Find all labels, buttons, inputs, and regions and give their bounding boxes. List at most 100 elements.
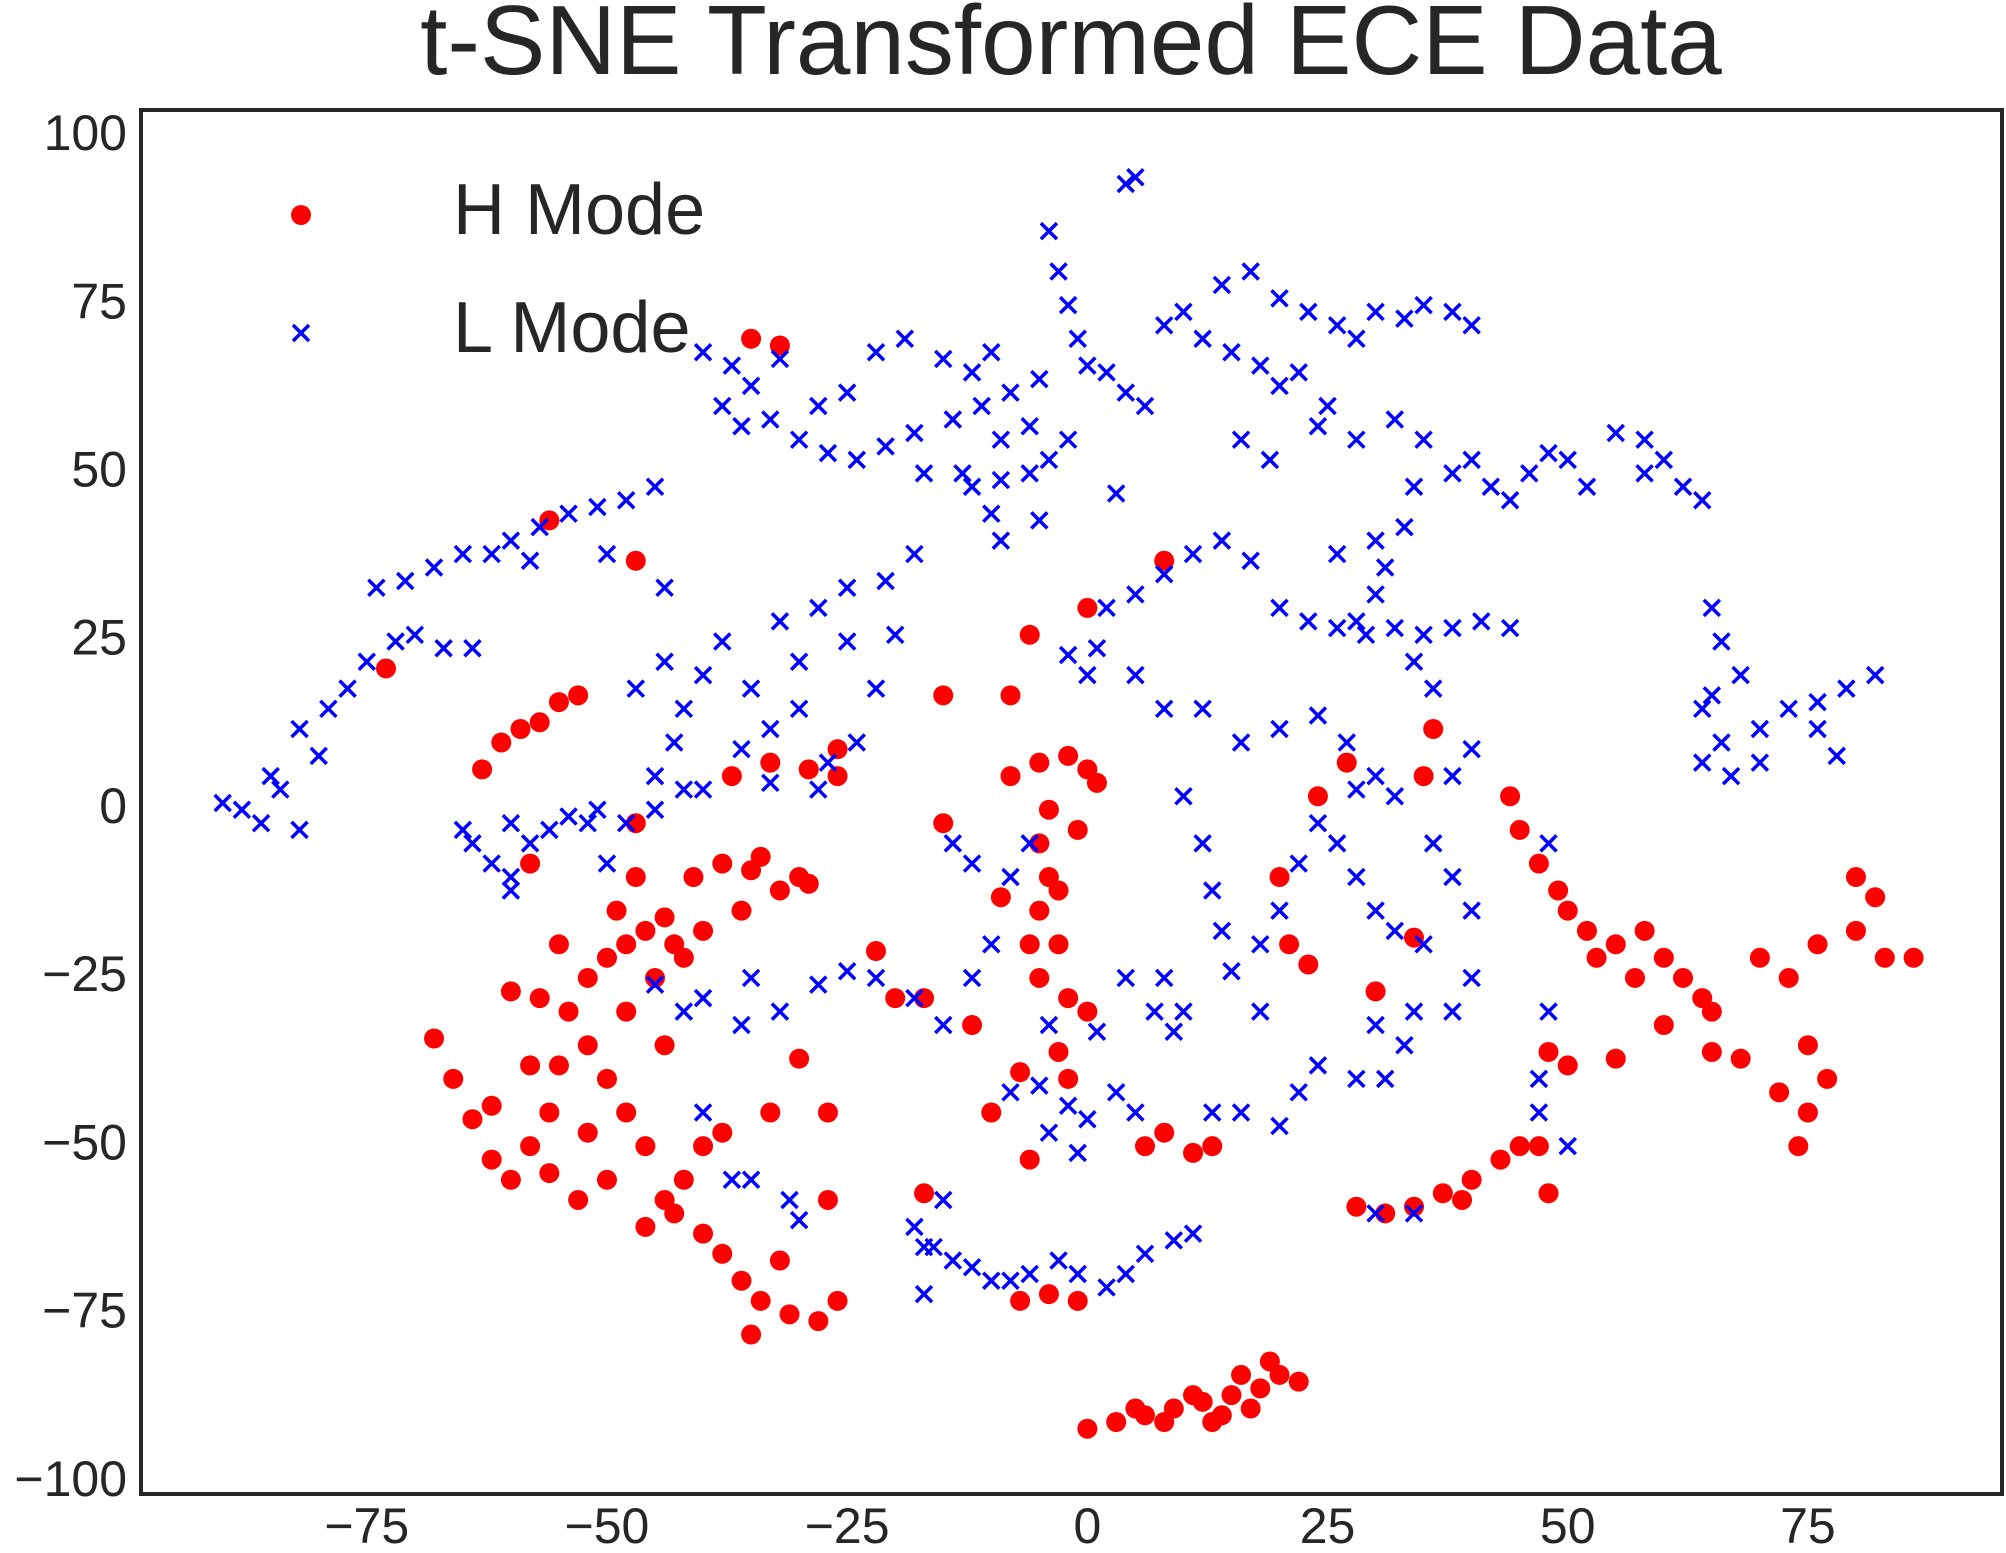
- point: [1222, 961, 1241, 981]
- point: [674, 780, 694, 799]
- point: [1462, 901, 1481, 920]
- point: [500, 1169, 521, 1190]
- point: [1827, 746, 1846, 766]
- point: [770, 1002, 790, 1021]
- point: [722, 356, 742, 375]
- point: [1404, 1002, 1424, 1021]
- point: [780, 1190, 799, 1210]
- point: [1673, 967, 1694, 988]
- point: [1797, 1102, 1818, 1123]
- point: [1385, 787, 1405, 806]
- point: [568, 685, 589, 706]
- point: [1404, 927, 1425, 948]
- point: [539, 510, 560, 531]
- point: [491, 732, 512, 753]
- point: [1730, 1048, 1751, 1069]
- point: [1500, 491, 1520, 510]
- point: [1174, 1002, 1193, 1021]
- point: [1701, 1001, 1722, 1022]
- point: [1116, 174, 1136, 194]
- x-tick-label: −75: [324, 1498, 409, 1553]
- point: [1366, 766, 1385, 786]
- point: [1231, 430, 1251, 449]
- point: [1058, 988, 1079, 1009]
- point: [760, 752, 781, 773]
- point: [934, 349, 953, 369]
- point: [1154, 699, 1174, 719]
- point: [1808, 692, 1827, 712]
- point: [885, 625, 905, 645]
- point: [261, 766, 280, 786]
- point: [386, 632, 405, 651]
- point: [1154, 968, 1174, 988]
- point: [616, 491, 636, 510]
- x-tick-label: 25: [1300, 1498, 1356, 1553]
- point: [731, 900, 752, 921]
- point: [732, 1015, 751, 1035]
- point: [990, 887, 1011, 908]
- point: [1548, 880, 1569, 901]
- point: [1731, 665, 1750, 685]
- point: [876, 437, 895, 456]
- point: [693, 665, 713, 685]
- point: [271, 780, 290, 799]
- point: [616, 1001, 637, 1022]
- point: [827, 766, 848, 787]
- point: [962, 477, 982, 497]
- point: [290, 820, 309, 840]
- point: [540, 820, 559, 840]
- point: [1067, 819, 1088, 840]
- point: [750, 846, 771, 867]
- point: [654, 907, 675, 928]
- point: [1308, 1056, 1328, 1075]
- point: [645, 975, 665, 994]
- point: [1558, 450, 1577, 470]
- point: [1865, 887, 1886, 908]
- point: [1020, 1264, 1039, 1284]
- legend-label: H Mode: [453, 170, 705, 250]
- point: [1817, 1068, 1838, 1089]
- point: [1423, 834, 1443, 853]
- point: [1068, 329, 1087, 348]
- point: [1087, 639, 1107, 658]
- point: [991, 430, 1011, 449]
- point: [1500, 786, 1521, 807]
- point: [1327, 834, 1347, 853]
- point: [1010, 1062, 1031, 1083]
- point: [1251, 1002, 1270, 1021]
- point: [1116, 968, 1136, 988]
- point: [1837, 679, 1856, 698]
- point: [501, 531, 521, 550]
- point: [1653, 1015, 1674, 1036]
- point: [1049, 1251, 1068, 1270]
- point: [953, 464, 972, 483]
- point: [434, 639, 453, 658]
- point: [1404, 652, 1424, 671]
- point: [731, 1270, 752, 1291]
- point: [1712, 733, 1731, 752]
- point: [357, 652, 377, 671]
- point: [1058, 745, 1079, 766]
- point: [1586, 947, 1607, 968]
- point: [1606, 423, 1626, 443]
- point: [635, 1216, 656, 1237]
- point: [1067, 1290, 1088, 1311]
- point: [1347, 612, 1366, 631]
- point: [693, 342, 713, 362]
- point: [1721, 766, 1741, 786]
- point: [866, 342, 886, 362]
- point: [1077, 597, 1098, 618]
- legend-marker: [291, 205, 311, 225]
- point: [1337, 733, 1356, 752]
- point: [1414, 430, 1433, 449]
- point: [1058, 430, 1078, 449]
- point: [1029, 900, 1050, 921]
- point: [1903, 947, 1924, 968]
- point: [1001, 867, 1020, 887]
- point: [837, 632, 857, 651]
- point: [1346, 1196, 1367, 1217]
- point: [1241, 551, 1260, 571]
- point: [481, 1149, 502, 1170]
- point: [1462, 739, 1481, 759]
